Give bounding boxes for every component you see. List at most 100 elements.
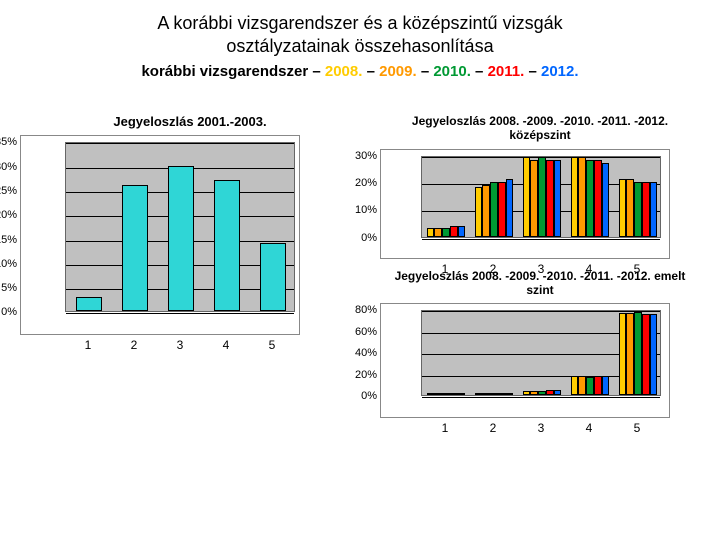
legend-line: korábbi vizsgarendszer – 2008. – 2009. –…: [40, 63, 680, 80]
gridline: [422, 397, 660, 398]
bar: [498, 182, 506, 237]
x-tick: 2: [490, 258, 497, 276]
chart-top-right: Jegyeloszlás 2008. -2009. -2010. -2011. …: [380, 114, 700, 259]
bar: [506, 179, 514, 236]
y-tick: 40%: [355, 347, 381, 359]
bar: [490, 182, 498, 237]
chart-bottom-right: Jegyeloszlás 2008. -2009. -2010. -2011. …: [380, 269, 700, 419]
bar: [642, 314, 650, 396]
bar: [168, 166, 193, 312]
y-tick: 35%: [0, 136, 21, 148]
bar: [523, 391, 531, 395]
bar: [530, 391, 538, 395]
bar: [442, 228, 450, 236]
title-line2: osztályzatainak összehasonlítása: [226, 36, 493, 56]
left-column: Jegyeloszlás 2001.-2003. 0%5%10%15%20%25…: [20, 114, 360, 419]
bar: [214, 180, 239, 311]
bar: [554, 160, 562, 237]
bar: [498, 393, 506, 395]
x-tick: 5: [634, 417, 641, 435]
y-tick: 20%: [355, 177, 381, 189]
chart-left-title: Jegyeloszlás 2001.-2003.: [20, 114, 360, 130]
bar: [523, 157, 531, 236]
right-column: Jegyeloszlás 2008. -2009. -2010. -2011. …: [380, 114, 700, 419]
bar: [482, 185, 490, 237]
plot-area: [65, 142, 295, 312]
bar: [458, 393, 466, 395]
bar: [634, 182, 642, 237]
chart-left-plot: 0%5%10%15%20%25%30%35%12345: [20, 135, 300, 335]
y-tick: 20%: [355, 369, 381, 381]
bar: [427, 393, 435, 395]
charts-container: Jegyeloszlás 2001.-2003. 0%5%10%15%20%25…: [0, 84, 720, 429]
bar: [602, 163, 610, 237]
y-tick: 25%: [0, 185, 21, 197]
bar: [506, 393, 514, 395]
bar: [571, 376, 579, 395]
legend-prefix: korábbi vizsgarendszer: [141, 63, 308, 80]
header: A korábbi vizsgarendszer és a középszint…: [0, 0, 720, 84]
y-tick: 0%: [1, 306, 21, 318]
y-tick: 10%: [355, 204, 381, 216]
bar: [546, 160, 554, 237]
bar: [594, 376, 602, 395]
y-tick: 10%: [0, 258, 21, 270]
x-tick: 1: [442, 258, 449, 276]
x-tick: 4: [223, 334, 230, 352]
x-tick: 3: [538, 417, 545, 435]
plot-area: [421, 156, 661, 238]
bar: [530, 160, 538, 237]
bar: [434, 393, 442, 395]
x-tick: 2: [490, 417, 497, 435]
bar: [475, 187, 483, 236]
bar: [571, 157, 579, 236]
y-tick: 5%: [1, 282, 21, 294]
legend-year-4: 2012.: [541, 63, 579, 80]
bar: [434, 228, 442, 236]
chart-br-plot: 0%20%40%60%80%12345: [380, 303, 670, 418]
bar: [427, 228, 435, 236]
plot-area: [421, 310, 661, 396]
x-tick: 1: [442, 417, 449, 435]
bar: [450, 226, 458, 237]
bar: [642, 182, 650, 237]
x-tick: 5: [634, 258, 641, 276]
bar: [490, 393, 498, 395]
bar: [450, 393, 458, 395]
legend-sep: –: [471, 63, 488, 80]
legend-sep: –: [308, 63, 325, 80]
x-tick: 1: [85, 334, 92, 352]
bar: [538, 391, 546, 395]
y-tick: 30%: [355, 150, 381, 162]
y-tick: 0%: [361, 390, 381, 402]
legend-sep: –: [524, 63, 541, 80]
bar: [578, 376, 586, 395]
y-tick: 30%: [0, 161, 21, 173]
y-tick: 15%: [0, 234, 21, 246]
legend-year-1: 2009.: [379, 63, 417, 80]
bar: [458, 226, 466, 237]
legend-sep: –: [362, 63, 379, 80]
bar: [650, 182, 658, 237]
gridline: [66, 313, 294, 314]
bar: [546, 390, 554, 395]
bar: [650, 314, 658, 396]
bar: [626, 313, 634, 396]
bar: [634, 312, 642, 396]
y-tick: 60%: [355, 326, 381, 338]
y-tick: 20%: [0, 209, 21, 221]
y-tick: 80%: [355, 304, 381, 316]
bar: [475, 393, 483, 395]
bar: [538, 157, 546, 236]
chart-tr-plot: 0%10%20%30%12345: [380, 149, 670, 259]
legend-year-0: 2008.: [325, 63, 363, 80]
bar: [586, 377, 594, 395]
bar: [626, 179, 634, 236]
bar: [594, 160, 602, 237]
bar: [602, 376, 610, 395]
x-tick: 3: [538, 258, 545, 276]
title-line1: A korábbi vizsgarendszer és a középszint…: [157, 13, 562, 33]
chart-tr-title: Jegyeloszlás 2008. -2009. -2010. -2011. …: [380, 114, 700, 143]
page-title: A korábbi vizsgarendszer és a középszint…: [40, 12, 680, 59]
bar: [619, 313, 627, 396]
